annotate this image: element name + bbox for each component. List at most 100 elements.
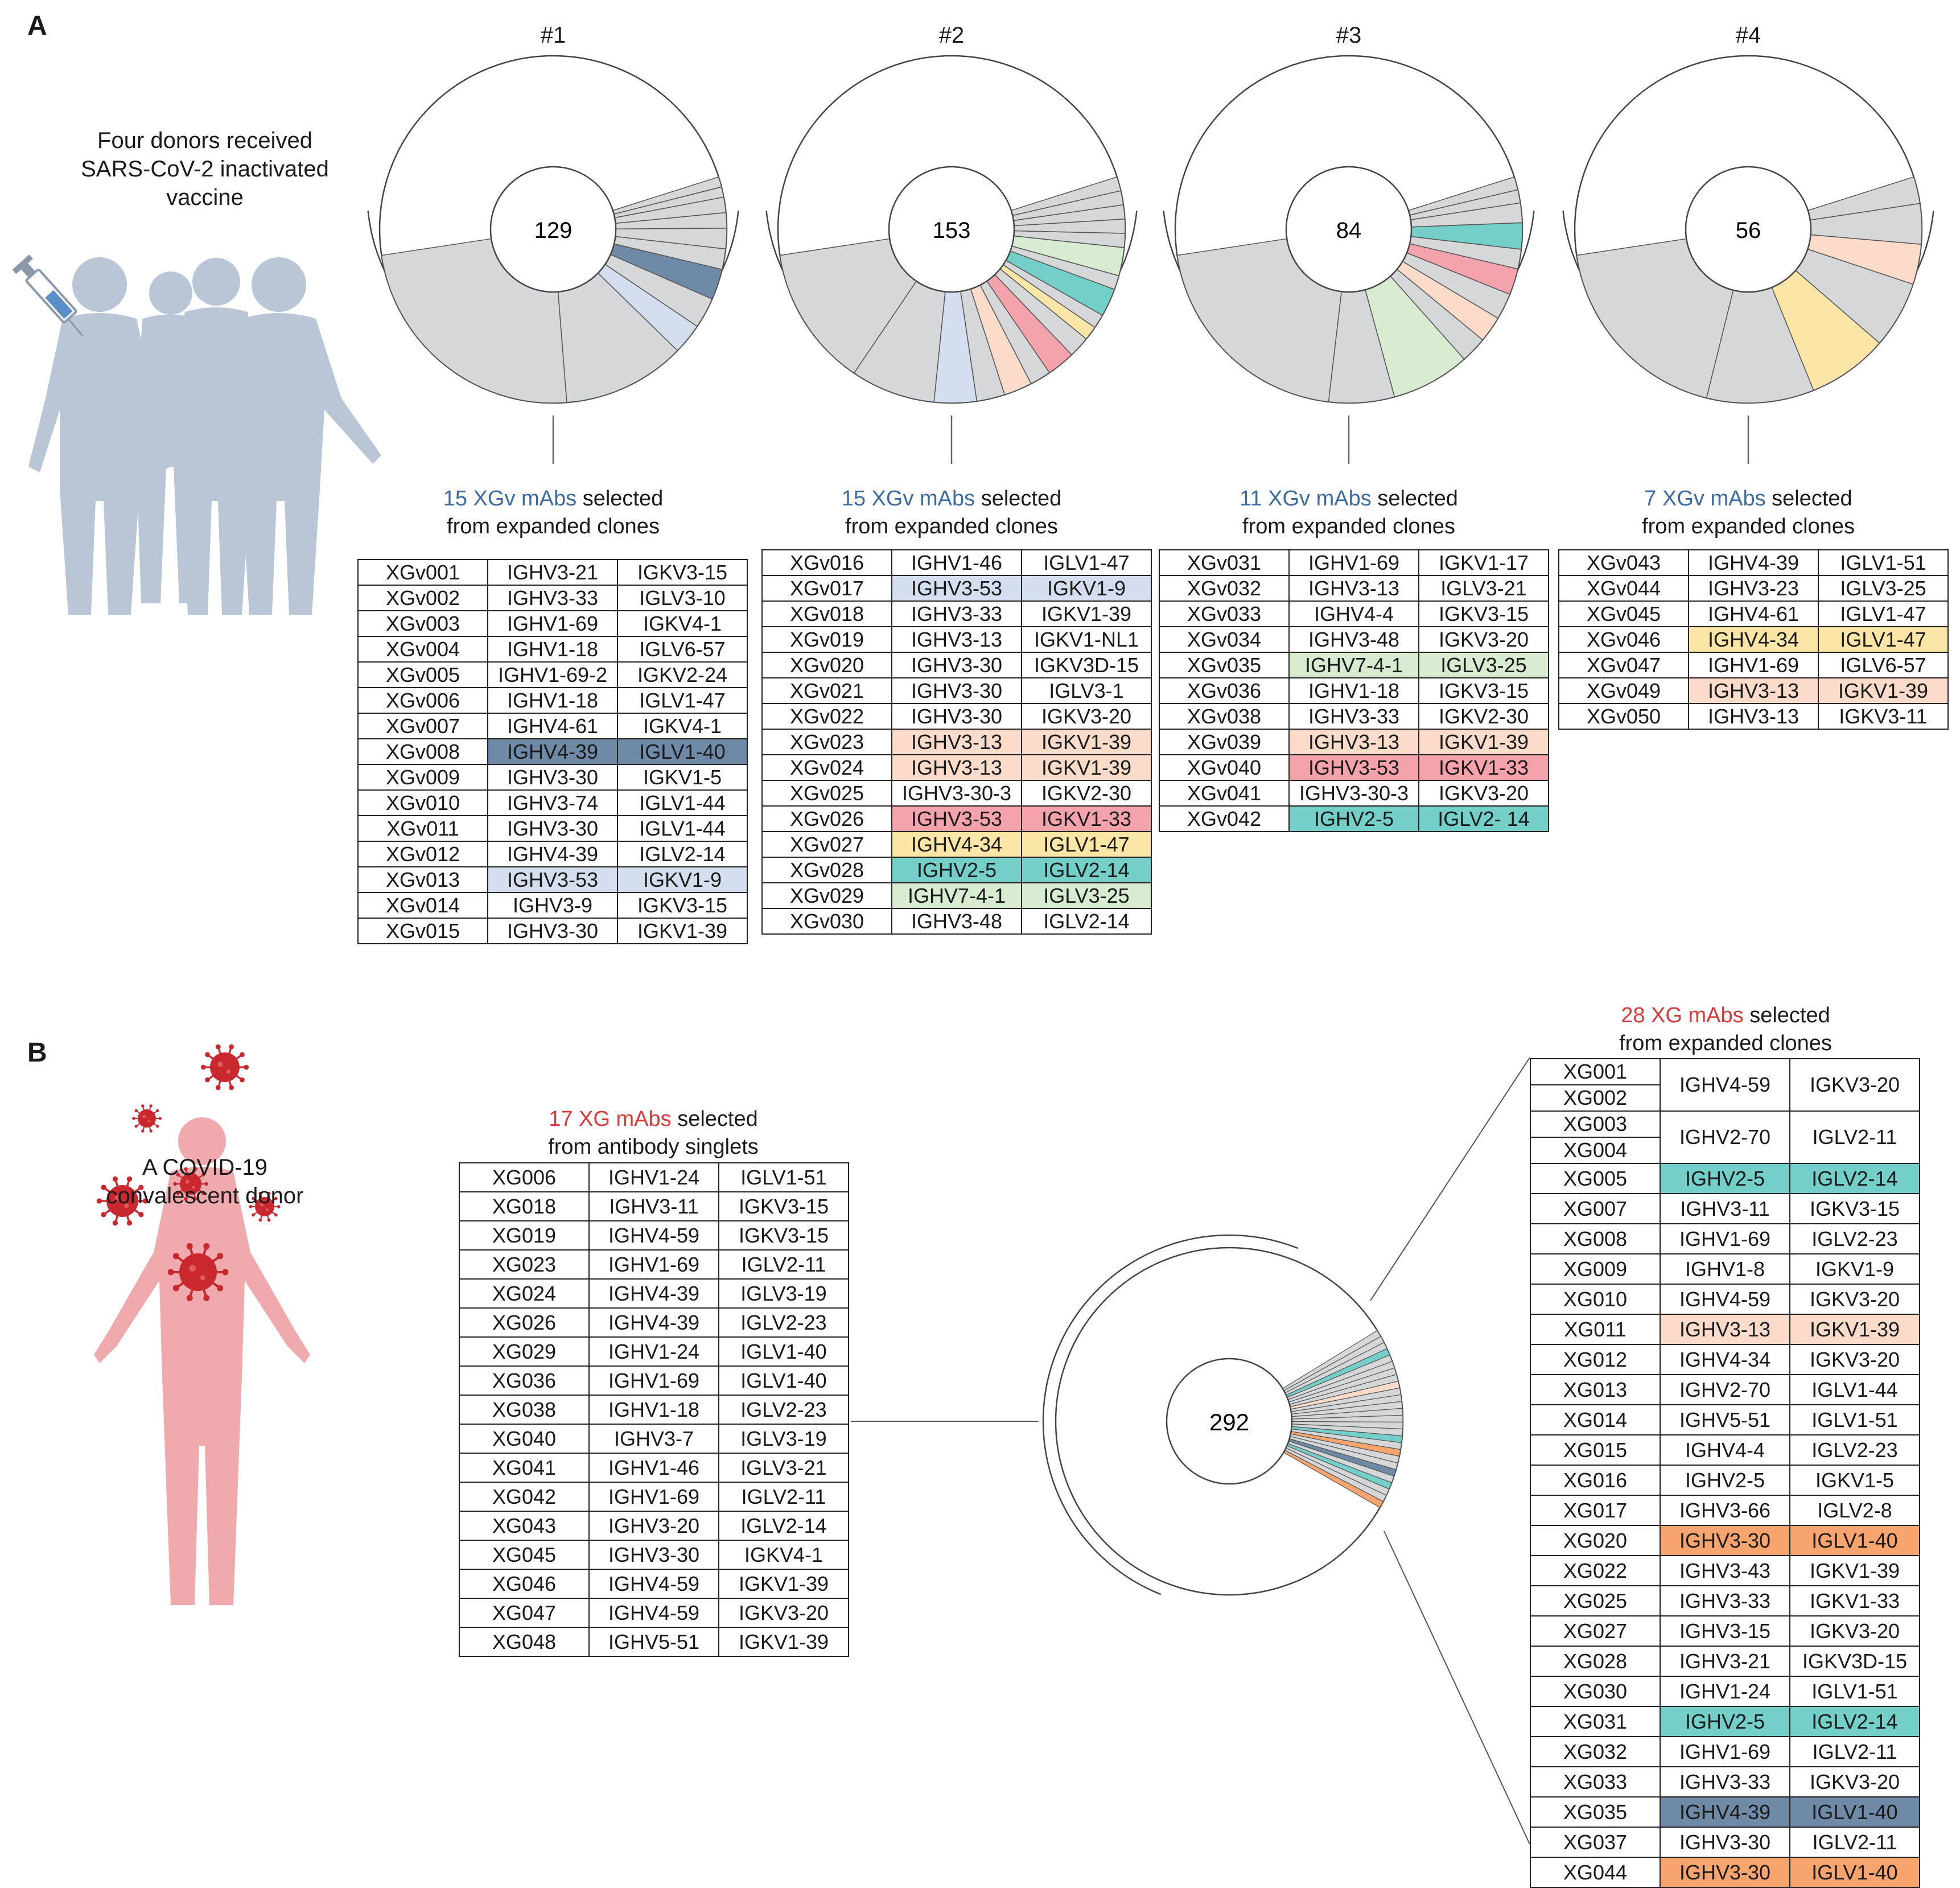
table-row: XG025 IGHV3-33 IGKV1-33 xyxy=(1530,1585,1920,1616)
heavy-chain-cell: IGHV3-53 xyxy=(487,866,618,893)
table-row: XGv005 IGHV1-69-2 IGKV2-24 xyxy=(357,661,748,688)
table-row: XG023 IGHV1-69 IGLV2-11 xyxy=(459,1249,849,1280)
heavy-chain-cell: IGHV2-5 xyxy=(1660,1163,1790,1194)
syringe-icon xyxy=(12,254,84,336)
heavy-chain-cell: IGHV3-30-3 xyxy=(1288,780,1419,807)
mab-id-cell: XG031 xyxy=(1530,1706,1661,1737)
mab-id-cell: XGv016 xyxy=(761,549,892,576)
table-row: XGv045 IGHV4-61 IGLV1-47 xyxy=(1558,600,1949,627)
donor-3-selection-caption: 11 XGv mAbs selected from expanded clone… xyxy=(1178,485,1520,541)
table-row: XGv019 IGHV3-13 IGKV1-NL1 xyxy=(761,626,1152,653)
light-chain-cell: IGKV4-1 xyxy=(718,1540,849,1570)
mab-id-cell: XG013 xyxy=(1530,1374,1661,1405)
table-row: XG001 IGHV4-59 IGKV3-20 xyxy=(1530,1058,1920,1112)
mab-id-cell: XG003 xyxy=(1530,1110,1661,1138)
light-chain-cell: IGLV1-51 xyxy=(1789,1676,1920,1707)
table-row: XG030 IGHV1-24 IGLV1-51 xyxy=(1530,1676,1920,1707)
donor-1-title: #1 xyxy=(540,23,566,48)
heavy-chain-cell: IGHV4-59 xyxy=(588,1598,719,1628)
light-chain-cell: IGLV2-14 xyxy=(1021,908,1152,935)
light-chain-cell: IGLV1-40 xyxy=(617,738,748,765)
heavy-chain-cell: IGHV1-24 xyxy=(588,1336,719,1367)
light-chain-cell: IGLV2-23 xyxy=(718,1307,849,1338)
mab-id-cell: XGv025 xyxy=(761,780,892,807)
heavy-chain-cell: IGHV3-48 xyxy=(1288,626,1419,653)
mab-id-cell: XGv011 xyxy=(357,815,488,842)
heavy-chain-cell: IGHV3-33 xyxy=(1660,1766,1790,1797)
light-chain-cell: IGLV2- 14 xyxy=(1418,805,1549,832)
heavy-chain-cell: IGHV3-66 xyxy=(1660,1495,1790,1526)
table-row: XGv034 IGHV3-48 IGKV3-20 xyxy=(1159,626,1549,653)
mab-id-cell: XGv050 xyxy=(1558,703,1689,730)
heavy-chain-cell: IGHV4-39 xyxy=(588,1307,719,1338)
mab-id-cell: XGv029 xyxy=(761,882,892,909)
table-row: XG019 IGHV4-59 IGKV3-15 xyxy=(459,1220,849,1251)
light-chain-cell: IGLV3-21 xyxy=(718,1453,849,1483)
table-row: XGv011 IGHV3-30 IGLV1-44 xyxy=(357,815,748,842)
mab-id-cell: XG036 xyxy=(459,1365,590,1396)
light-chain-cell: IGLV1-51 xyxy=(1789,1404,1920,1435)
light-chain-cell: IGLV1-47 xyxy=(1818,626,1949,653)
caption-line: Four donors received xyxy=(97,128,312,153)
heavy-chain-cell: IGHV4-59 xyxy=(1660,1284,1790,1315)
table-row: XGv021 IGHV3-30 IGLV3-1 xyxy=(761,677,1152,704)
heavy-chain-cell: IGHV1-69-2 xyxy=(487,661,618,688)
light-chain-cell: IGKV3-15 xyxy=(1789,1193,1920,1224)
mab-id-cell: XG012 xyxy=(1530,1344,1661,1375)
mab-id-cell: XGv040 xyxy=(1159,754,1290,781)
mab-id-cell: XGv008 xyxy=(357,738,488,765)
heavy-chain-cell: IGHV3-21 xyxy=(487,559,618,586)
table-row: XG032 IGHV1-69 IGLV2-11 xyxy=(1530,1736,1920,1767)
heavy-chain-cell: IGHV2-5 xyxy=(891,857,1022,883)
mab-id-cell: XGv033 xyxy=(1159,600,1290,627)
caption-line: A COVID-19 xyxy=(142,1155,268,1180)
table-row: XG013 IGHV2-70 IGLV1-44 xyxy=(1530,1374,1920,1405)
heavy-chain-cell: IGHV4-39 xyxy=(487,841,618,867)
light-chain-cell: IGLV3-10 xyxy=(617,585,748,611)
light-chain-cell: IGKV3-15 xyxy=(617,559,748,586)
light-chain-cell: IGKV3-15 xyxy=(718,1220,849,1251)
mab-id-cell: XGv041 xyxy=(1159,780,1290,807)
mab-id-cell: XGv049 xyxy=(1558,677,1689,704)
light-chain-cell: IGKV1-39 xyxy=(718,1627,849,1657)
convalescent-donor-illustration xyxy=(94,1117,310,1605)
panel-a-label: A xyxy=(27,11,47,41)
table-row: XGv010 IGHV3-74 IGLV1-44 xyxy=(357,789,748,816)
mab-id-cell: XGv020 xyxy=(761,652,892,678)
heavy-chain-cell: IGHV4-4 xyxy=(1660,1434,1790,1466)
mab-id-cell: XGv035 xyxy=(1159,652,1290,678)
donor-1-clone-count: 129 xyxy=(534,218,573,243)
heavy-chain-cell: IGHV7-4-1 xyxy=(891,882,1022,909)
light-chain-cell: IGLV2-23 xyxy=(718,1395,849,1425)
heavy-chain-cell: IGHV3-30 xyxy=(1660,1827,1790,1858)
mab-id-cell: XG033 xyxy=(1530,1766,1661,1797)
mab-id-cell: XG017 xyxy=(1530,1495,1661,1526)
table-row: XG018 IGHV3-11 IGKV3-15 xyxy=(459,1191,849,1221)
selected-word: selected xyxy=(1772,487,1852,511)
heavy-chain-cell: IGHV7-4-1 xyxy=(1288,652,1419,678)
table-row: XGv046 IGHV4-34 IGLV1-47 xyxy=(1558,626,1949,653)
heavy-chain-cell: IGHV3-30-3 xyxy=(891,780,1022,807)
heavy-chain-cell: IGHV1-69 xyxy=(1688,652,1819,678)
mab-id-cell: XGv001 xyxy=(357,559,488,586)
heavy-chain-cell: IGHV4-34 xyxy=(1688,626,1819,653)
mab-id-cell: XG011 xyxy=(1530,1314,1661,1345)
mab-id-cell: XG029 xyxy=(459,1336,590,1367)
table-row: XG002 xyxy=(1530,1084,1920,1112)
heavy-chain-cell: IGHV3-43 xyxy=(1660,1555,1790,1586)
table-row: XG031 IGHV2-5 IGLV2-14 xyxy=(1530,1706,1920,1737)
mab-id-cell: XG005 xyxy=(1530,1163,1661,1194)
light-chain-cell: IGKV1-39 xyxy=(1789,1314,1920,1345)
selected-word: selected xyxy=(981,487,1062,511)
mab-id-cell: XGv021 xyxy=(761,677,892,704)
donor-2-mab-table: XGv016 IGHV1-46 IGLV1-47 XGv017 IGHV3-53 IGKV… xyxy=(761,549,1152,935)
convalescent-pie: 292 xyxy=(1042,1234,1404,1596)
light-chain-cell: IGKV1-39 xyxy=(1418,729,1549,755)
table-row: XGv039 IGHV3-13 IGKV1-39 xyxy=(1159,729,1549,755)
heavy-chain-cell: IGHV1-69 xyxy=(588,1482,719,1512)
table-row: XGv003 IGHV1-69 IGKV4-1 xyxy=(357,610,748,637)
light-chain-cell: IGLV2-14 xyxy=(718,1511,849,1541)
table-row: XG044 IGHV3-30 IGLV1-40 xyxy=(1530,1857,1920,1888)
mab-id-cell: XG044 xyxy=(1530,1857,1661,1888)
heavy-chain-cell: IGHV2-70 xyxy=(1660,1110,1790,1164)
